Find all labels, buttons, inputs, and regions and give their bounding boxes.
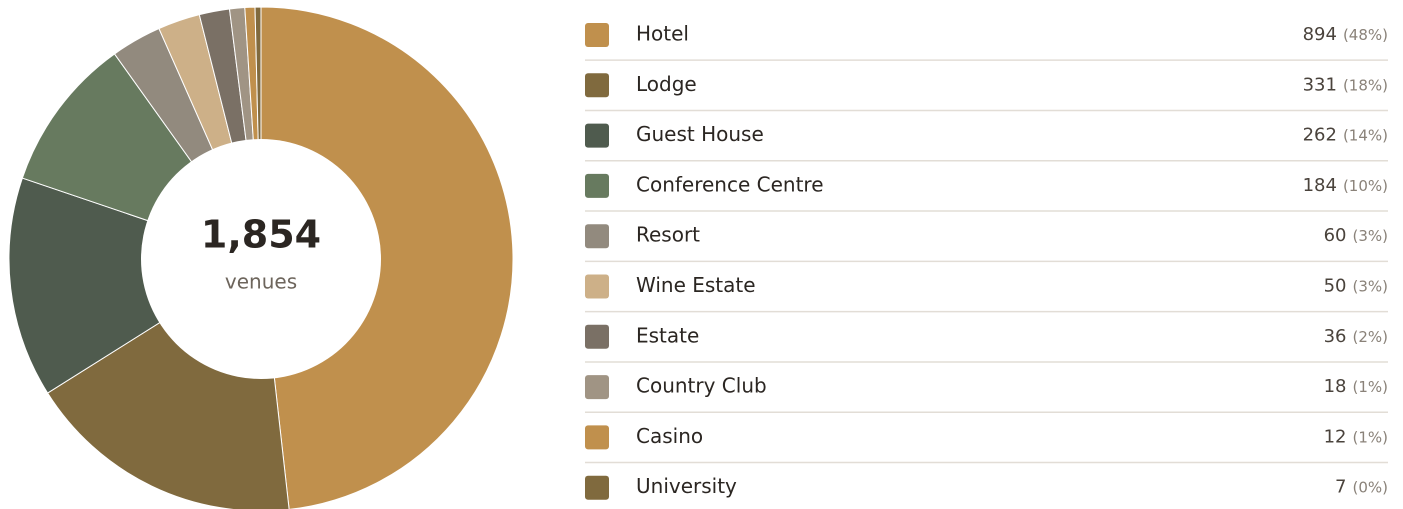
- legend-value: 331 (18%): [1303, 74, 1388, 95]
- value: 7: [1335, 477, 1346, 498]
- share: (2%): [1352, 327, 1388, 345]
- legend-label: Hotel: [636, 22, 689, 46]
- share: (1%): [1352, 378, 1388, 396]
- share: (48%): [1343, 26, 1388, 44]
- donut-hole: [141, 139, 381, 379]
- value: 36: [1324, 326, 1347, 347]
- legend-label: University: [636, 474, 737, 498]
- share: (14%): [1343, 126, 1388, 144]
- legend-value: 262 (14%): [1303, 125, 1388, 146]
- total: 1,854: [201, 213, 321, 257]
- legend-label: Wine Estate: [636, 273, 756, 297]
- legend-swatch: [585, 274, 609, 299]
- legend-label: Country Club: [636, 374, 767, 398]
- value: 18: [1324, 376, 1347, 397]
- legend-swatch: [585, 123, 609, 148]
- legend-label: Resort: [636, 223, 700, 247]
- legend-swatch: [585, 224, 609, 249]
- value: 894: [1303, 24, 1337, 45]
- share: (3%): [1352, 277, 1388, 295]
- value: 12: [1324, 426, 1347, 447]
- value: 262: [1303, 125, 1337, 146]
- legend-swatch: [585, 375, 609, 400]
- legend-swatch: [585, 475, 609, 500]
- legend: Hotel 894 (48%) Lodge 331 (18%) Guest House 262…: [585, 22, 1388, 500]
- value: 60: [1324, 225, 1347, 246]
- value: 184: [1303, 175, 1337, 196]
- slice: [8, 177, 263, 394]
- value: 331: [1303, 74, 1337, 95]
- share: (0%): [1352, 478, 1388, 496]
- legend-value: 60 (3%): [1324, 225, 1388, 246]
- legend-swatch: [585, 23, 609, 47]
- legend-value: 7 (0%): [1335, 477, 1388, 498]
- legend-value: 12 (1%): [1324, 426, 1388, 447]
- legend-value: 894 (48%): [1303, 24, 1388, 45]
- legend-label: Estate: [636, 323, 699, 347]
- legend-label: Lodge: [636, 72, 697, 96]
- total-caption: venues: [225, 270, 297, 294]
- value: 50: [1324, 276, 1347, 297]
- legend-value: 50 (3%): [1324, 276, 1388, 297]
- share: (18%): [1343, 76, 1388, 94]
- legend-swatch: [585, 173, 609, 198]
- share: (1%): [1352, 428, 1388, 446]
- legend-swatch: [585, 73, 609, 98]
- legend-swatch: [585, 425, 609, 450]
- share: (10%): [1343, 176, 1388, 194]
- legend-value: 36 (2%): [1324, 326, 1388, 347]
- slice: [260, 6, 514, 509]
- legend-label: Casino: [636, 424, 703, 448]
- legend-label: Conference Centre: [636, 172, 824, 196]
- legend-value: 184 (10%): [1303, 175, 1388, 196]
- legend-swatch: [585, 324, 609, 349]
- legend-label: Guest House: [636, 122, 764, 146]
- legend-value: 18 (1%): [1324, 376, 1388, 397]
- share: (3%): [1352, 227, 1388, 245]
